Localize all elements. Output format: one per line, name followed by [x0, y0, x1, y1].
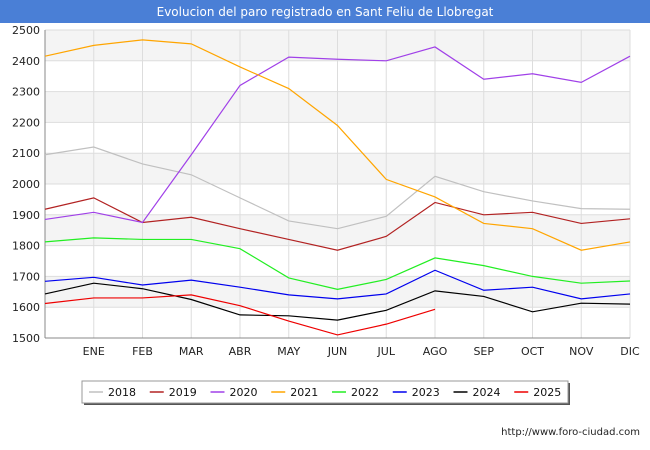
source-url[interactable]: http://www.foro-ciudad.com	[501, 427, 640, 438]
x-tick-label: JUN	[327, 345, 348, 358]
y-tick-label: 1600	[12, 301, 40, 314]
chart-title: Evolucion del paro registrado en Sant Fe…	[156, 4, 494, 19]
x-tick-label: ABR	[229, 345, 252, 358]
y-tick-label: 2100	[12, 147, 40, 160]
legend-label-2020: 2020	[230, 386, 258, 399]
y-tick-label: 1800	[12, 240, 40, 253]
y-tick-label: 2200	[12, 116, 40, 129]
y-tick-label: 2500	[12, 24, 40, 37]
x-tick-label: JUL	[377, 345, 396, 358]
y-tick-label: 1500	[12, 332, 40, 345]
legend-label-2019: 2019	[169, 386, 197, 399]
x-tick-label: MAY	[277, 345, 300, 358]
x-tick-label: NOV	[569, 345, 594, 358]
x-tick-label: SEP	[473, 345, 494, 358]
legend-label-2024: 2024	[473, 386, 501, 399]
legend-label-2018: 2018	[108, 386, 136, 399]
x-tick-label: FEB	[132, 345, 153, 358]
legend-box	[81, 380, 569, 404]
series-line-2024	[44, 282, 631, 321]
series-line-2018	[44, 146, 631, 230]
legend-label-2025: 2025	[533, 386, 561, 399]
y-tick-label: 2400	[12, 55, 40, 68]
series-line-2020	[44, 46, 631, 224]
y-tick-label: 2000	[12, 178, 40, 191]
x-tick-label: MAR	[179, 345, 204, 358]
x-tick-label: DIC	[620, 345, 640, 358]
x-tick-label: ENE	[83, 345, 105, 358]
series-line-2021	[44, 39, 631, 251]
series-line-2022	[44, 237, 631, 290]
legend-label-2023: 2023	[412, 386, 440, 399]
y-tick-label: 1700	[12, 270, 40, 283]
x-tick-label: AGO	[423, 345, 448, 358]
legend-label-2022: 2022	[351, 386, 379, 399]
legend-label-2021: 2021	[290, 386, 318, 399]
series-line-2023	[44, 269, 631, 300]
chart-title-bar: Evolucion del paro registrado en Sant Fe…	[0, 0, 650, 23]
y-tick-label: 1900	[12, 209, 40, 222]
x-tick-label: OCT	[521, 345, 544, 358]
y-tick-label: 2300	[12, 86, 40, 99]
series-line-2025	[44, 294, 436, 336]
